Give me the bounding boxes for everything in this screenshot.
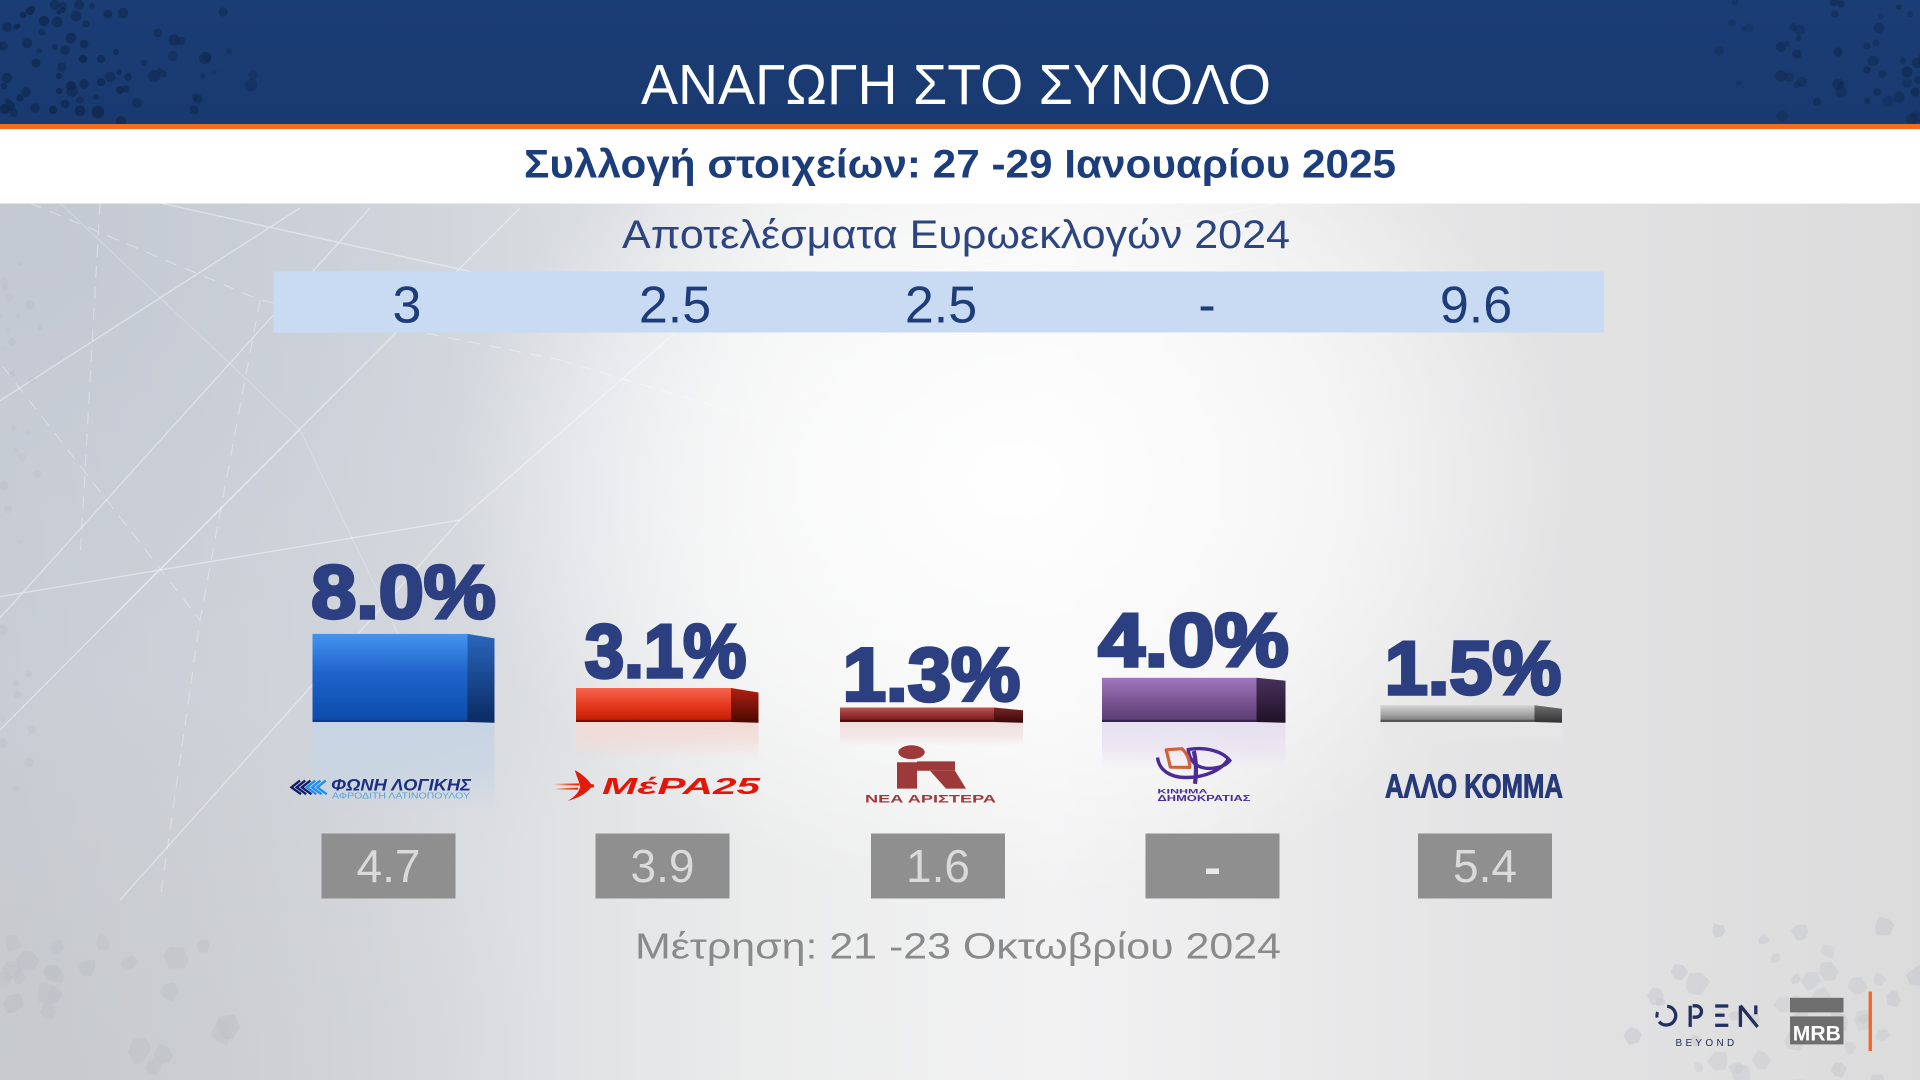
svg-text:3.9: 3.9 xyxy=(631,840,695,892)
svg-text:Μέτρηση: 21 -23 Οκτωβρίου 2024: Μέτρηση: 21 -23 Οκτωβρίου 2024 xyxy=(635,926,1281,967)
svg-text:1.5%: 1.5% xyxy=(1385,626,1562,710)
svg-text:Συλλογή στοιχείων: 27 -29 Ιανο: Συλλογή στοιχείων: 27 -29 Ιανουαρίου 202… xyxy=(524,143,1396,187)
svg-text:5.4: 5.4 xyxy=(1453,840,1517,892)
svg-text:ΜέΡΑ25: ΜέΡΑ25 xyxy=(602,773,762,799)
svg-text:MRB: MRB xyxy=(1793,1022,1841,1046)
svg-text:4.7: 4.7 xyxy=(357,840,421,892)
svg-text:BEYOND: BEYOND xyxy=(1675,1038,1737,1049)
svg-text:ΦΩΝΗ ΛΟΓΙΚΗΣ: ΦΩΝΗ ΛΟΓΙΚΗΣ xyxy=(331,776,472,795)
svg-text:8.0%: 8.0% xyxy=(311,550,496,634)
svg-text:1.3%: 1.3% xyxy=(843,633,1021,717)
svg-text:9.6: 9.6 xyxy=(1440,277,1512,335)
svg-text:4.0%: 4.0% xyxy=(1098,598,1289,682)
svg-text:3: 3 xyxy=(393,277,422,335)
svg-text:ΚΙΝΗΜΑ: ΚΙΝΗΜΑ xyxy=(1158,789,1208,796)
svg-text:ΑΛΛΟ ΚΟΜΜΑ: ΑΛΛΟ ΚΟΜΜΑ xyxy=(1385,768,1563,805)
svg-text:Αποτελέσματα Ευρωεκλογών 2024: Αποτελέσματα Ευρωεκλογών 2024 xyxy=(622,213,1290,257)
svg-text:-: - xyxy=(1198,277,1215,335)
svg-text:ΔΗΜΟΚΡΑΤΙΑΣ: ΔΗΜΟΚΡΑΤΙΑΣ xyxy=(1158,794,1252,803)
svg-text:ΝΕΑ ΑΡΙΣΤΕΡΑ: ΝΕΑ ΑΡΙΣΤΕΡΑ xyxy=(865,794,996,806)
svg-text:ΑΝΑΓΩΓΗ ΣΤΟ ΣΥΝΟΛΟ: ΑΝΑΓΩΓΗ ΣΤΟ ΣΥΝΟΛΟ xyxy=(641,53,1271,116)
svg-text:2.5: 2.5 xyxy=(639,277,711,335)
svg-text:3.1%: 3.1% xyxy=(585,609,747,693)
svg-text:1.6: 1.6 xyxy=(906,840,970,892)
svg-text:ΑΦΡΟΔΙΤΗ ΛΑΤΙΝΟΠΟΥΛΟΥ: ΑΦΡΟΔΙΤΗ ΛΑΤΙΝΟΠΟΥΛΟΥ xyxy=(332,792,471,801)
svg-text:2.5: 2.5 xyxy=(905,277,977,335)
